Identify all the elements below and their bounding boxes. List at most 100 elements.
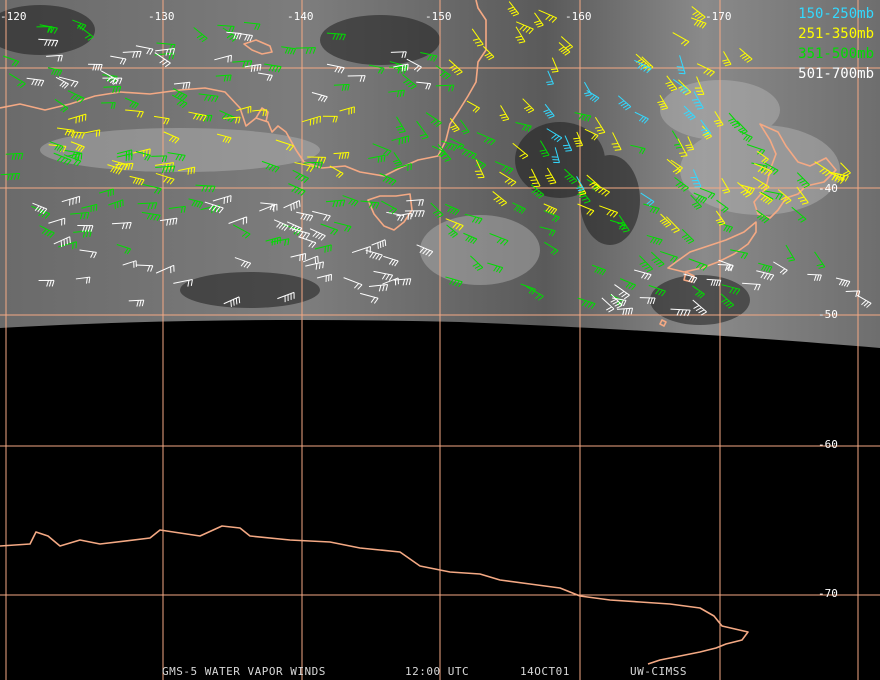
wind-barb bbox=[543, 203, 558, 215]
wind-barb-feather bbox=[188, 82, 191, 89]
wind-barb-shaft bbox=[379, 172, 397, 182]
wind-barb-feather bbox=[693, 101, 701, 104]
wind-barb-feather bbox=[115, 162, 120, 169]
wind-barb-feather bbox=[294, 188, 300, 194]
wind-barb-feather bbox=[517, 38, 524, 41]
wind-barb-feather bbox=[661, 219, 668, 224]
wind-barb bbox=[683, 105, 696, 121]
wind-barb bbox=[630, 144, 646, 155]
wind-barb-shaft bbox=[81, 203, 97, 209]
wind-barb bbox=[445, 203, 460, 216]
wind-barb-feather bbox=[476, 43, 484, 47]
wind-barb-feather bbox=[309, 47, 313, 54]
north-island-nz bbox=[753, 123, 837, 219]
wind-barb-feather bbox=[413, 65, 420, 71]
wind-barb-feather bbox=[204, 185, 209, 192]
wind-barb-feather bbox=[691, 98, 699, 101]
wind-barb bbox=[676, 55, 686, 75]
wind-barb-feather bbox=[766, 274, 772, 280]
wind-barb-feather bbox=[621, 292, 628, 298]
wind-barb-feather bbox=[79, 97, 85, 104]
wind-barb-feather bbox=[747, 136, 753, 143]
wind-barb-feather bbox=[447, 206, 452, 213]
wind-barb-feather bbox=[92, 64, 96, 71]
wind-barb-feather bbox=[199, 202, 204, 209]
wind-barb-feather bbox=[695, 307, 702, 312]
wind-barb-shaft bbox=[699, 187, 716, 195]
wind-barb-feather bbox=[512, 13, 519, 17]
wind-barb-feather bbox=[801, 182, 808, 186]
wind-barb-feather bbox=[780, 196, 787, 201]
wind-barb-feather bbox=[562, 144, 570, 147]
wind-barb-feather bbox=[344, 152, 347, 159]
wind-barb-feather bbox=[303, 214, 308, 221]
wind-barb-feather bbox=[388, 274, 394, 281]
wind-barb-shaft bbox=[591, 264, 606, 271]
wind-barb-feather bbox=[723, 61, 730, 64]
wind-barb-shaft bbox=[234, 257, 251, 264]
wind-barb-shaft bbox=[159, 217, 178, 222]
wind-barb bbox=[700, 119, 712, 136]
wind-barb-shaft bbox=[500, 105, 510, 120]
wind-barb-feather bbox=[773, 169, 779, 175]
wind-barb-feather bbox=[442, 156, 449, 160]
wind-barb-feather bbox=[418, 199, 421, 207]
wind-barb-feather bbox=[757, 166, 763, 173]
wind-barb bbox=[314, 244, 332, 253]
wind-barb-feather bbox=[763, 218, 770, 224]
wind-barb-feather bbox=[335, 171, 342, 177]
wind-barb bbox=[639, 255, 654, 273]
wind-barb-shaft bbox=[470, 255, 484, 268]
wind-barb bbox=[592, 182, 610, 197]
wind-barb-shaft bbox=[679, 55, 686, 74]
wind-barb-feather bbox=[50, 27, 55, 34]
wind-barb-shaft bbox=[499, 171, 517, 183]
wind-barb-feather bbox=[159, 58, 166, 64]
wind-barb bbox=[204, 201, 224, 214]
wind-barb-feather bbox=[174, 138, 180, 144]
wind-barb-feather bbox=[41, 212, 47, 218]
wind-barb-feather bbox=[696, 107, 704, 110]
wind-barb-feather bbox=[579, 192, 587, 196]
wind-barb-feather bbox=[444, 142, 450, 149]
wind-barb-shaft bbox=[635, 53, 650, 66]
wind-barb-feather bbox=[373, 297, 379, 304]
wind-barb-feather bbox=[601, 269, 607, 276]
wind-barb-feather bbox=[760, 272, 765, 279]
wind-barb-shaft bbox=[70, 141, 85, 148]
wind-barb bbox=[122, 50, 142, 58]
wind-barb-feather bbox=[768, 266, 773, 273]
wind-barb-feather bbox=[779, 268, 786, 274]
wind-barb-feather bbox=[199, 114, 204, 121]
wind-barb-shaft bbox=[762, 161, 779, 171]
wind-barb bbox=[807, 273, 822, 282]
wind-barb-feather bbox=[257, 23, 261, 31]
wind-barb-feather bbox=[394, 260, 399, 267]
wind-barb bbox=[791, 206, 807, 223]
wind-barb-feather bbox=[73, 81, 79, 88]
wind-barb-feather bbox=[238, 116, 241, 124]
wind-barb-feather bbox=[305, 47, 309, 54]
wind-barb-feather bbox=[573, 137, 580, 140]
wind-barb-shaft bbox=[721, 284, 741, 290]
wind-barb-shaft bbox=[55, 76, 69, 85]
wind-barb-shaft bbox=[188, 111, 207, 117]
wind-barb-feather bbox=[150, 202, 154, 210]
wind-barb bbox=[232, 224, 251, 239]
wind-barb-feather bbox=[384, 239, 387, 247]
lord-howe-island bbox=[659, 319, 667, 327]
wind-barb-feather bbox=[763, 158, 769, 164]
wind-barb-feather bbox=[595, 126, 602, 129]
wind-barb-feather bbox=[486, 54, 493, 59]
wind-barb bbox=[586, 90, 600, 103]
wind-barb-feather bbox=[106, 76, 113, 82]
wind-barb-shaft bbox=[257, 72, 273, 76]
wind-barb-feather bbox=[589, 210, 595, 216]
wind-barb-feather bbox=[551, 134, 557, 139]
wind-barb-feather bbox=[545, 174, 552, 177]
wind-barb-feather bbox=[53, 27, 58, 34]
wind-barb-shaft bbox=[612, 297, 627, 301]
wind-barb-feather bbox=[545, 14, 551, 21]
wind-barb-feather bbox=[177, 92, 183, 98]
wind-barb bbox=[611, 132, 622, 151]
